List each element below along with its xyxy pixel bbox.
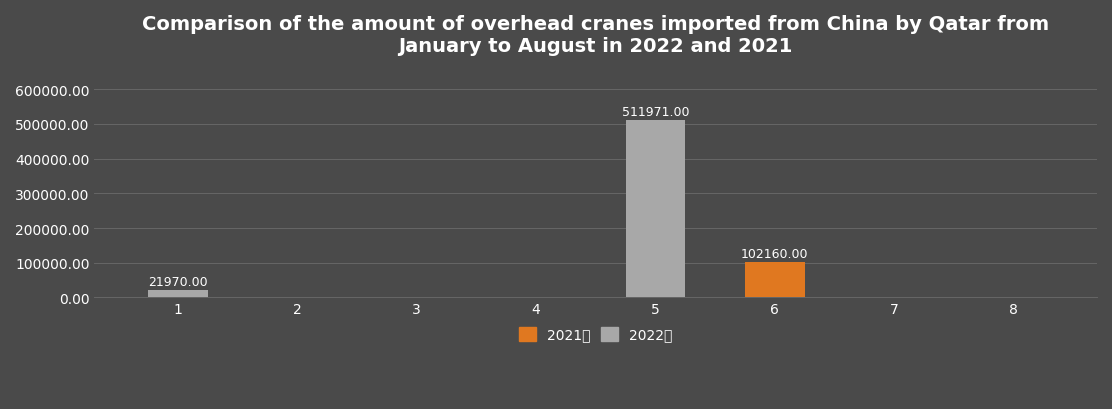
Bar — [148, 290, 208, 298]
Legend: 2021年, 2022年: 2021年, 2022年 — [514, 321, 678, 347]
Title: Comparison of the amount of overhead cranes imported from China by Qatar from
Ja: Comparison of the amount of overhead cra… — [142, 15, 1050, 56]
Bar — [626, 120, 685, 298]
Text: 511971.00: 511971.00 — [622, 106, 689, 119]
Text: 21970.00: 21970.00 — [148, 275, 208, 288]
Bar — [745, 262, 805, 298]
Text: 102160.00: 102160.00 — [741, 247, 808, 261]
